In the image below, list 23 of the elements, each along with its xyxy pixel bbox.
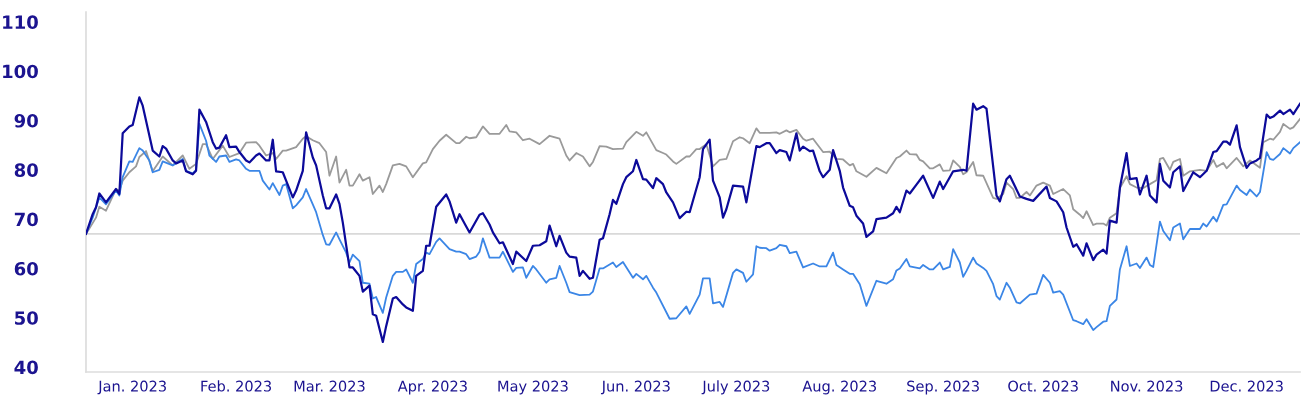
- x-tick-label: Feb. 2023: [201, 380, 272, 392]
- y-tick-label: 40: [14, 360, 38, 375]
- x-tick-label: Oct. 2023: [1008, 380, 1078, 392]
- x-tick-label: July 2023: [701, 380, 770, 395]
- x-tick-label: Aug. 2023: [802, 380, 877, 395]
- x-tick-label: Sep. 2023: [907, 380, 979, 395]
- line-series: [86, 96, 1300, 344]
- y-tick-label: 60: [14, 261, 38, 276]
- line-series: [86, 118, 1300, 235]
- y-tick-label: 110: [3, 15, 38, 29]
- x-tick-label: Mar. 2023: [294, 380, 365, 392]
- x-tick-label: Jun. 2023: [600, 380, 670, 395]
- x-tick-label: Nov. 2023: [1111, 380, 1183, 392]
- x-tick-label: Apr. 2023: [397, 380, 467, 395]
- line-series: [86, 123, 1300, 331]
- y-tick-label: 90: [14, 113, 38, 128]
- x-tick-label: Jan. 2023: [97, 380, 166, 395]
- y-tick-label: 100: [3, 64, 38, 79]
- x-tick-label: May 2023: [498, 380, 568, 395]
- y-tick-label: 70: [14, 212, 38, 227]
- y-tick-label: 50: [15, 311, 38, 325]
- x-tick-label: Dec. 2023: [1210, 380, 1283, 392]
- y-tick-label: 80: [14, 163, 38, 177]
